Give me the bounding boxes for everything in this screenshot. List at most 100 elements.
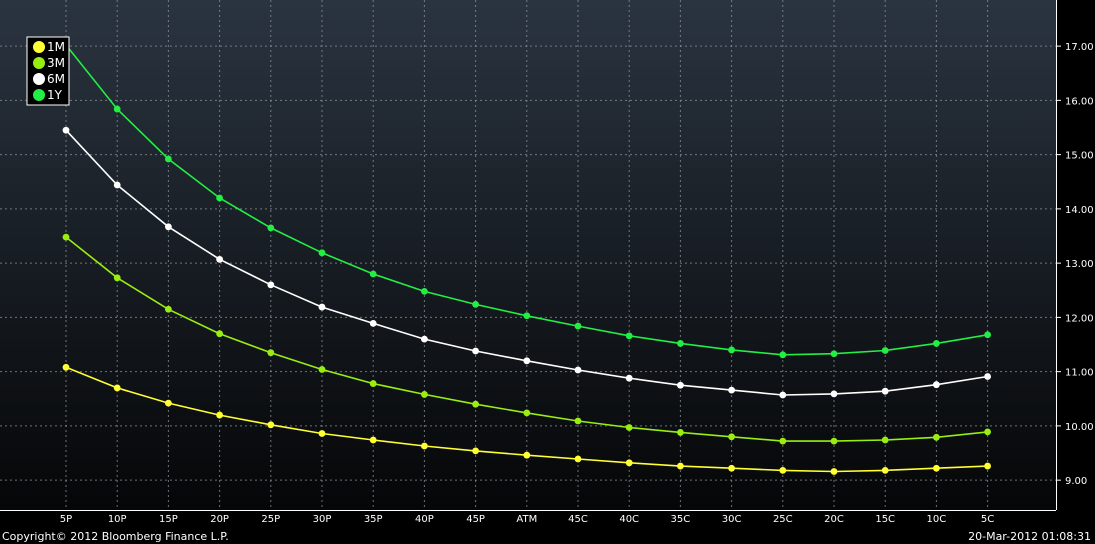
legend-label: 1M (47, 40, 65, 54)
y-tick-label: 16.00 (1065, 96, 1094, 107)
data-point-1m (984, 462, 991, 470)
data-point-6m (165, 223, 172, 231)
x-tick-label: 45P (466, 514, 485, 525)
data-point-6m (625, 374, 633, 382)
grid (0, 0, 1056, 510)
data-point-3m (677, 429, 684, 436)
data-point-1y (113, 105, 121, 113)
data-point-6m (830, 390, 838, 398)
x-tick-label: 40P (415, 514, 434, 525)
y-tick-label: 13.00 (1065, 259, 1094, 270)
data-point-1y (574, 322, 582, 330)
data-point-1m (574, 455, 582, 463)
data-point-6m (574, 366, 582, 374)
data-point-3m (62, 233, 70, 241)
data-point-6m (267, 281, 275, 289)
x-tick-label: 20P (210, 514, 229, 525)
data-point-1y (216, 194, 224, 202)
data-point-1m (421, 442, 428, 450)
data-point-1y (421, 287, 428, 295)
data-point-1y (933, 340, 940, 347)
x-tick-label: 25P (261, 514, 280, 525)
legend-label: 1Y (47, 88, 63, 102)
data-point-6m (984, 373, 991, 380)
legend-marker (33, 41, 45, 53)
data-point-3m (267, 349, 275, 357)
data-point-3m (830, 437, 838, 445)
data-point-6m (933, 381, 940, 389)
legend-label: 6M (47, 72, 65, 86)
y-tick-label: 12.00 (1065, 313, 1094, 324)
x-tick-label: 5P (60, 514, 72, 525)
x-tick-label: 5C (981, 514, 994, 525)
data-point-1y (881, 347, 889, 354)
data-point-3m (574, 417, 582, 425)
axes: 5P 10P 15P 20P 25P 30P 35P 40P 45P ATM 45C 40C 35C 30… (0, 0, 1094, 525)
data-point-1m (267, 421, 275, 429)
x-tick-label: 15P (159, 514, 178, 525)
y-tick-label: 9.00 (1065, 476, 1087, 487)
legend: 1M 3M 6M 1Y (26, 36, 70, 106)
data-point-1m (165, 399, 172, 407)
x-tick-label: 30C (722, 514, 742, 525)
data-point-6m (881, 387, 889, 395)
data-point-1m (216, 411, 224, 419)
x-tick-label: 30P (313, 514, 332, 525)
data-point-3m (625, 424, 633, 431)
data-point-6m (523, 357, 531, 365)
x-tick-label: 35C (671, 514, 691, 525)
data-point-3m (472, 400, 479, 408)
data-point-1m (113, 384, 121, 392)
legend-marker (33, 73, 45, 85)
data-point-3m (933, 433, 940, 441)
legend-label: 3M (47, 56, 65, 70)
data-point-6m (779, 391, 787, 399)
data-point-1m (472, 447, 479, 455)
data-point-1m (881, 466, 889, 474)
data-point-3m (318, 366, 326, 373)
x-tick-label: 35P (364, 514, 383, 525)
timestamp-text: 20-Mar-2012 01:08:31 (968, 530, 1091, 543)
data-point-1y (369, 270, 377, 278)
data-point-1y (728, 346, 735, 354)
x-tick-label: 40C (619, 514, 639, 525)
y-tick-label: 10.00 (1065, 422, 1094, 433)
data-point-1m (625, 459, 633, 467)
data-point-1m (523, 451, 531, 459)
data-point-3m (984, 428, 991, 436)
data-point-1y (984, 331, 991, 339)
data-point-3m (165, 305, 172, 313)
data-point-6m (113, 181, 121, 189)
data-point-6m (677, 381, 684, 389)
data-point-1y (625, 332, 633, 340)
data-point-1m (779, 466, 787, 474)
data-point-1m (318, 430, 326, 437)
plot-background (0, 0, 1056, 510)
data-point-1m (62, 363, 70, 371)
data-point-6m (421, 335, 428, 343)
data-point-6m (62, 126, 70, 134)
data-point-1y (677, 340, 684, 347)
data-point-3m (216, 330, 224, 338)
data-point-1y (830, 350, 838, 358)
data-point-3m (779, 437, 787, 445)
data-point-6m (216, 255, 224, 263)
data-point-1y (165, 155, 172, 163)
y-tick-label: 15.00 (1065, 151, 1094, 162)
data-point-1m (830, 468, 838, 475)
data-point-3m (421, 391, 428, 398)
y-tick-label: 11.00 (1065, 368, 1094, 379)
legend-marker (33, 57, 45, 69)
x-tick-label: 45C (568, 514, 588, 525)
data-point-1y (472, 300, 479, 308)
x-tick-label: 20C (824, 514, 844, 525)
data-point-3m (728, 433, 735, 441)
x-tick-label: ATM (516, 514, 537, 525)
x-tick-label: 15C (875, 514, 895, 525)
data-point-1y (318, 249, 326, 257)
data-point-1m (933, 464, 940, 472)
data-point-1m (728, 464, 735, 472)
x-tick-label: 10P (108, 514, 127, 525)
